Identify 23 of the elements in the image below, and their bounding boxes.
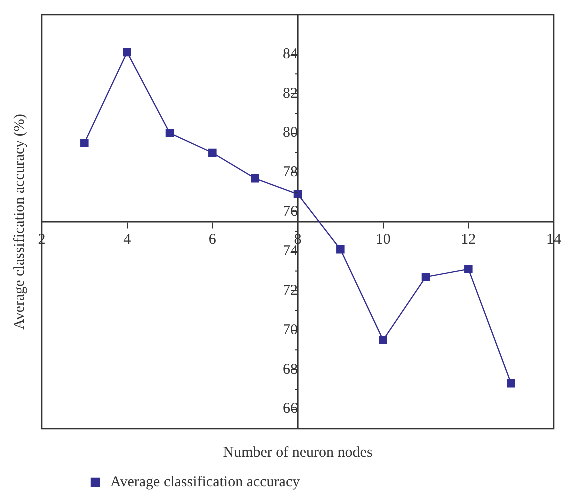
y-axis-title: Average classification accuracy (%) xyxy=(12,114,28,330)
point xyxy=(422,273,430,282)
point xyxy=(379,336,388,344)
point xyxy=(294,190,302,199)
legend-label: Average classification accuracy xyxy=(110,474,301,490)
point xyxy=(80,139,89,148)
point xyxy=(251,174,260,183)
x-axis-title: Number of neuron nodes xyxy=(223,444,373,461)
point xyxy=(166,129,174,138)
point xyxy=(464,265,473,274)
x-tick-label: 4 xyxy=(124,232,132,248)
y-tick-label: 84 xyxy=(283,46,298,62)
point xyxy=(208,148,217,158)
point xyxy=(507,380,516,388)
point xyxy=(336,245,345,254)
x-tick-label: 12 xyxy=(461,232,476,248)
x-tick-label: 10 xyxy=(376,232,391,248)
x-tick-label: 6 xyxy=(208,232,217,248)
y-tick-label: 80 xyxy=(283,125,298,142)
y-tick-label: 68 xyxy=(283,362,298,378)
y-tick-label: 82 xyxy=(283,86,298,102)
y-tick-label: 72 xyxy=(283,282,298,299)
point xyxy=(123,48,132,57)
